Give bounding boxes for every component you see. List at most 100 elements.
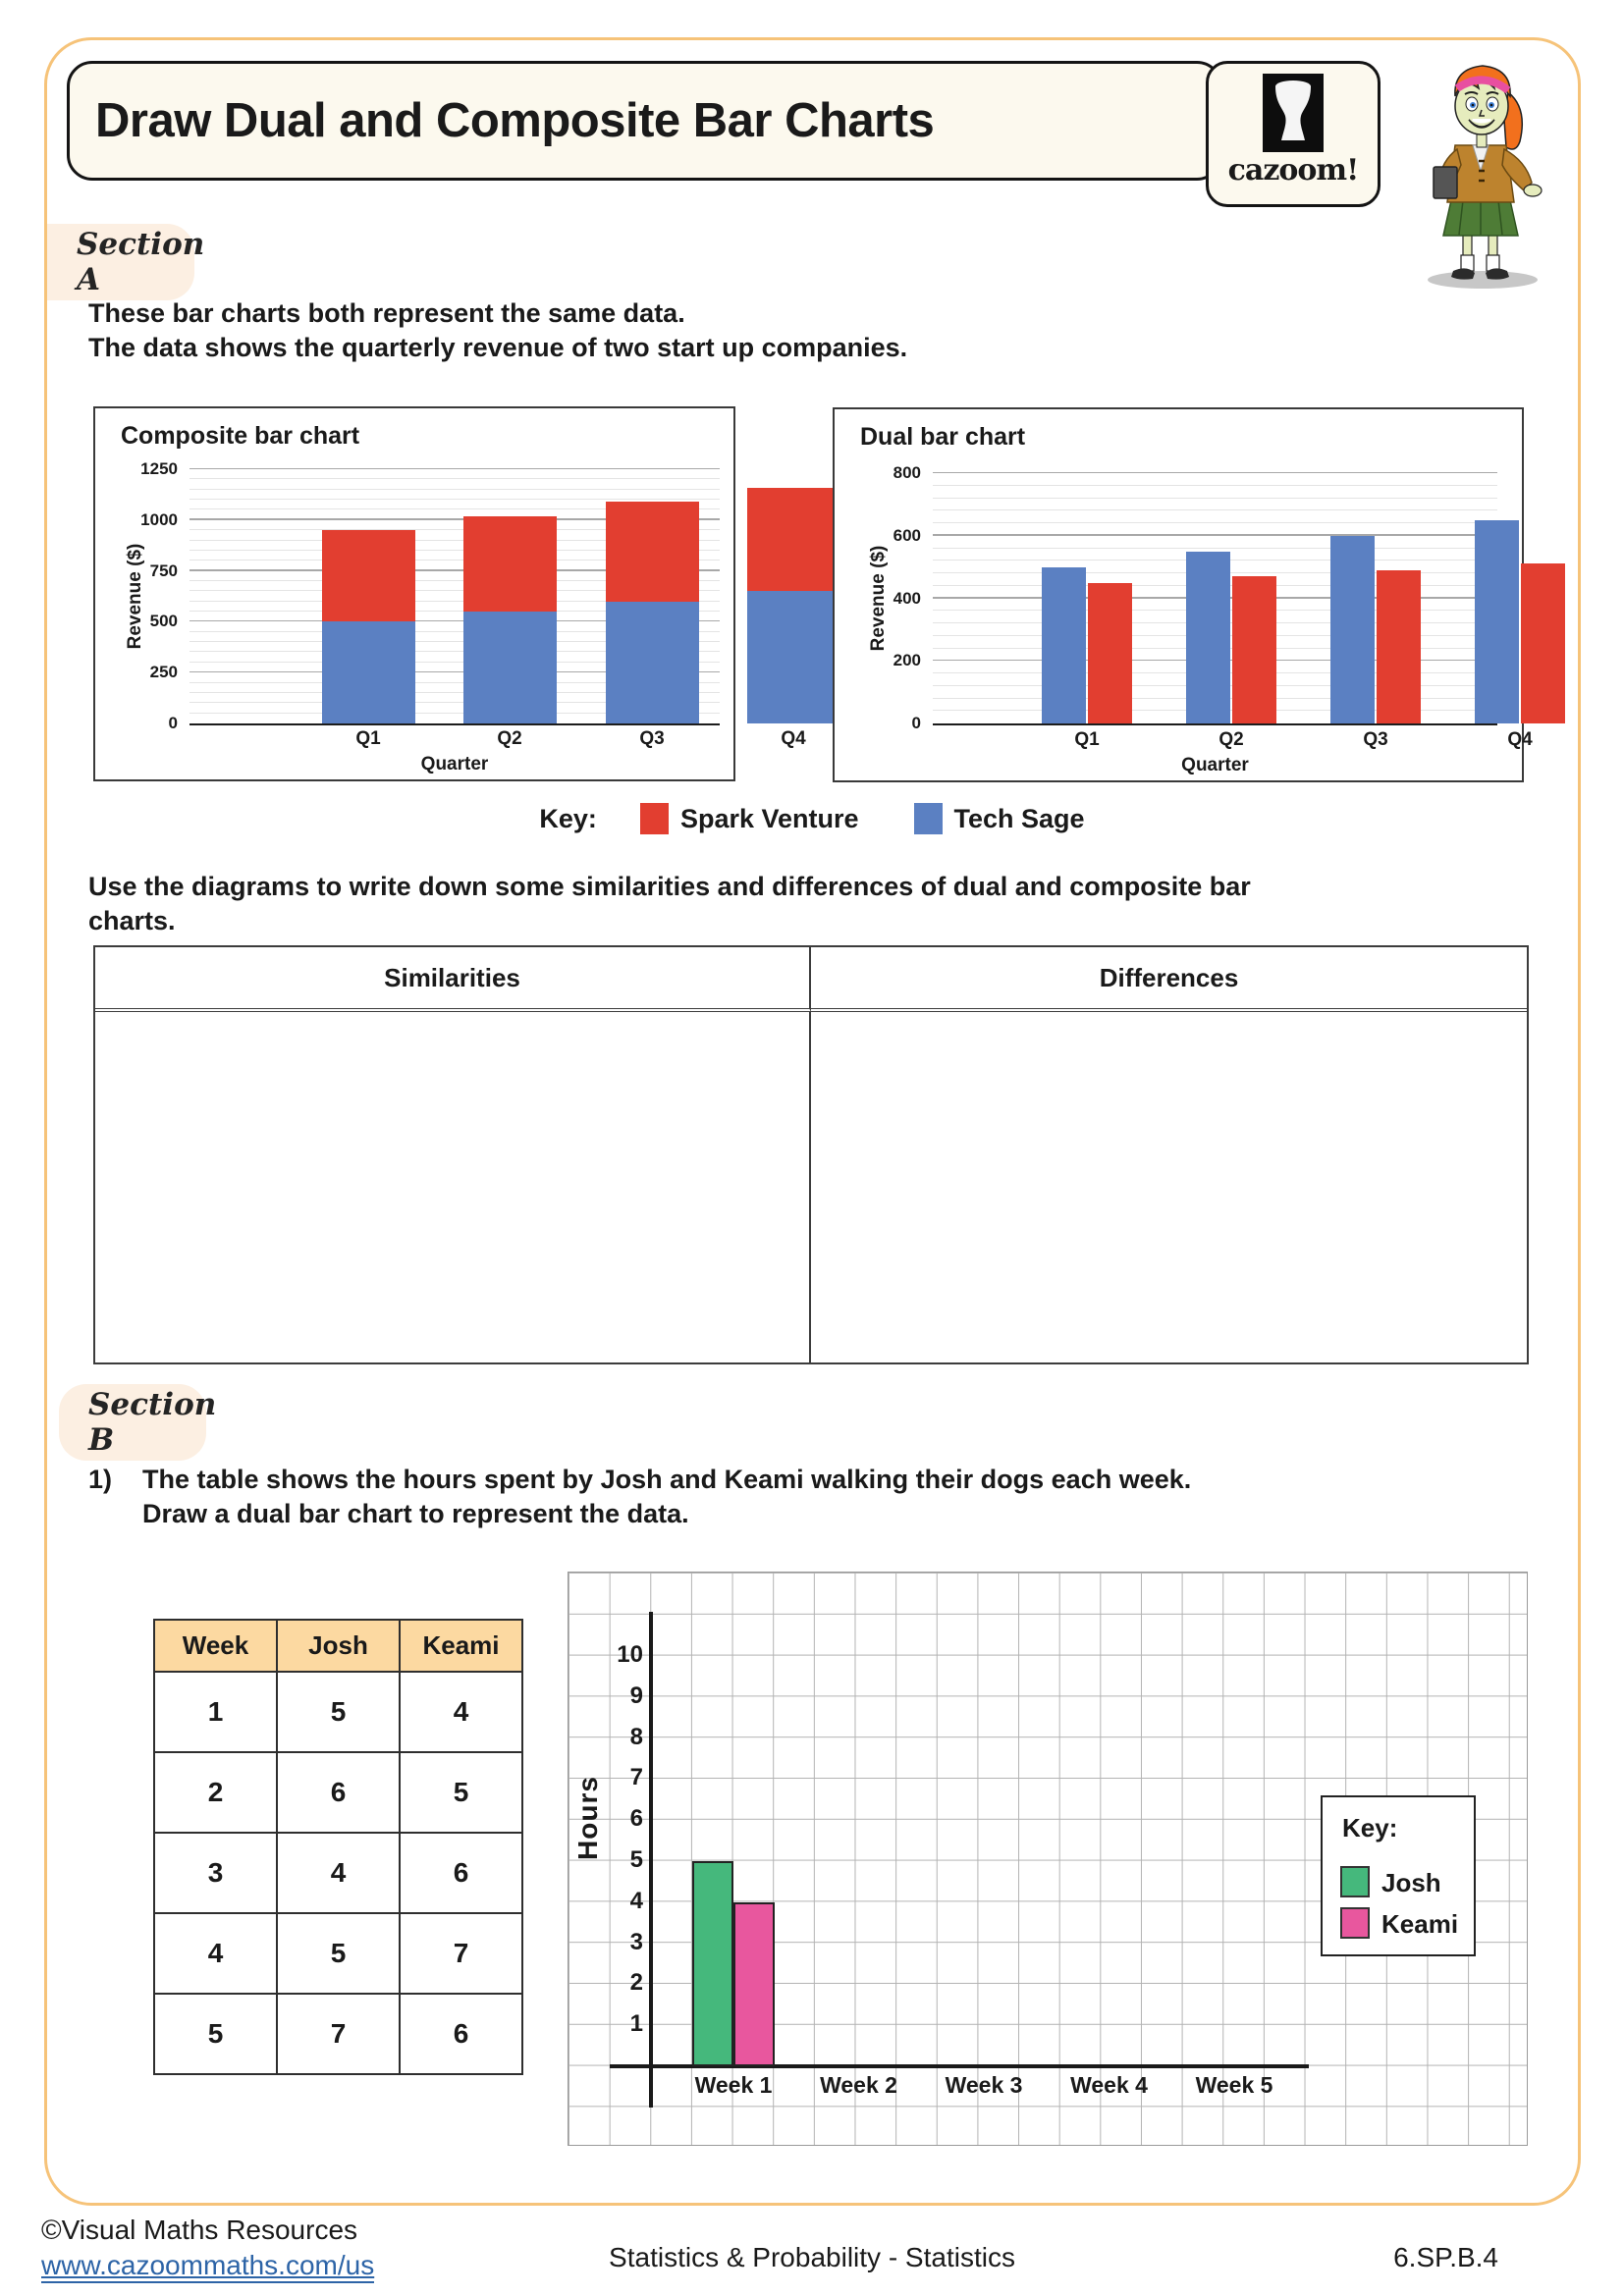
similarities-answer-cell[interactable]	[95, 1012, 811, 1362]
tech-sage-swatch-icon	[913, 803, 943, 834]
bar-spark-venture-q1	[1088, 582, 1132, 723]
bar-spark-venture-q3	[1377, 569, 1421, 723]
gridline	[189, 611, 720, 613]
gridline	[189, 488, 720, 490]
y-tick-label: 400	[893, 588, 921, 608]
mascot-illustration	[1406, 51, 1555, 296]
gridline	[933, 484, 1497, 486]
bar-tech-sage-q3	[1330, 535, 1375, 723]
cazoommaths-link[interactable]: www.cazoommaths.com/us	[41, 2250, 375, 2283]
gridline	[189, 549, 720, 551]
gridline	[189, 508, 720, 510]
instruction-line1: Use the diagrams to write down some simi…	[88, 872, 1251, 901]
x-category-label: Q1	[355, 728, 381, 749]
x-category-label: Q1	[1074, 729, 1100, 750]
table-cell: 2	[153, 1751, 278, 1834]
bar-tech-sage-q2	[1186, 551, 1230, 723]
spark-venture-swatch-icon	[639, 803, 669, 834]
gridline	[933, 522, 1497, 523]
practice-week-label: Week 5	[1195, 2072, 1273, 2098]
composite-chart-title: Composite bar chart	[121, 422, 360, 450]
key-label: Key:	[539, 803, 597, 833]
section-a-intro-line2: The data shows the quarterly revenue of …	[88, 333, 908, 362]
gridline	[189, 641, 720, 643]
table-cell: 4	[399, 1671, 523, 1753]
gridline	[189, 467, 720, 469]
similarities-differences-table: Similarities Differences	[93, 945, 1529, 1364]
page-border-frame	[44, 37, 1581, 2206]
question-line2: Draw a dual bar chart to represent the d…	[142, 1499, 689, 1528]
y-tick-label: 750	[149, 561, 178, 580]
y-tick-label: 0	[911, 714, 921, 732]
josh-key-name: Josh	[1381, 1868, 1441, 1897]
gridline	[189, 651, 720, 653]
bar-tech-sage-q2	[462, 612, 557, 723]
section-a-intro-line1: These bar charts both represent the same…	[88, 298, 685, 328]
composite-y-axis-label: Revenue ($)	[125, 543, 145, 650]
josh-swatch-icon	[1340, 1866, 1370, 1897]
gridline	[933, 509, 1497, 511]
bar-tech-sage-q1	[321, 621, 415, 723]
y-tick-label: 800	[893, 463, 921, 482]
copyright-text: ©Visual Maths Resources	[41, 2215, 358, 2245]
table-cell: 1	[153, 1671, 278, 1753]
table-cell: 6	[399, 1993, 523, 2075]
table-cell: 5	[276, 1912, 401, 1995]
gridline	[189, 681, 720, 683]
practice-y-axis	[649, 1612, 653, 2108]
question-number: 1)	[88, 1465, 113, 1494]
practice-week-label: Week 4	[1070, 2072, 1148, 2098]
table-cell: 7	[399, 1912, 523, 1995]
x-category-label: Q4	[1507, 729, 1533, 750]
gridline	[189, 630, 720, 632]
dual-chart-title: Dual bar chart	[860, 423, 1026, 451]
practice-y-tick-label: 10	[617, 1641, 643, 1668]
gridline	[189, 529, 720, 531]
similarities-header: Similarities	[95, 947, 811, 1012]
practice-y-tick-label: 9	[629, 1682, 643, 1709]
differences-answer-cell[interactable]	[811, 1012, 1527, 1362]
table-cell: 7	[276, 1993, 401, 2075]
logo-wordmark: cazoom!	[1227, 153, 1360, 187]
gridline	[189, 600, 720, 602]
bar-spark-venture-q3	[605, 502, 699, 602]
tech-sage-key-name: Tech Sage	[953, 803, 1085, 833]
x-category-label: Q4	[781, 728, 806, 749]
practice-x-axis	[610, 2064, 1309, 2068]
practice-y-tick-label: 3	[629, 1928, 643, 1955]
footer-topic: Statistics & Probability - Statistics	[609, 2242, 1015, 2272]
practice-key-box: Key: Josh Keami	[1321, 1795, 1476, 1956]
bar-tech-sage-q4	[1475, 519, 1519, 723]
hours-table-header-week: Week	[153, 1619, 278, 1673]
composite-plot-area	[189, 467, 840, 725]
bar-spark-venture-q4	[1521, 563, 1565, 723]
practice-y-tick-label: 4	[629, 1887, 643, 1914]
bar-keami-week-1	[733, 1901, 775, 2066]
bar-spark-venture-q1	[321, 530, 415, 622]
dual-x-axis-label: Quarter	[1181, 755, 1249, 775]
gridline	[189, 499, 720, 501]
gridline	[189, 702, 720, 704]
keami-swatch-icon	[1340, 1907, 1370, 1939]
gridline	[933, 534, 1497, 536]
gridline	[189, 539, 720, 541]
section-a-label: Section A	[47, 224, 204, 300]
hours-table-header-keami: Keami	[399, 1619, 523, 1673]
bar-tech-sage-q4	[746, 591, 840, 723]
bar-tech-sage-q3	[605, 601, 699, 723]
dual-bar-chart: Dual bar chart Revenue ($) Quarter 0 200 4…	[833, 407, 1565, 782]
y-tick-label: 200	[893, 651, 921, 670]
practice-y-tick-label: 8	[629, 1723, 643, 1750]
gridline	[189, 590, 720, 592]
gridline	[189, 518, 720, 520]
worksheet-title-box: Draw Dual and Composite Bar Charts	[67, 61, 1222, 181]
hours-table-header-row: Week Josh Keami	[153, 1619, 523, 1673]
gridline	[933, 471, 1497, 473]
y-tick-label: 600	[893, 525, 921, 545]
